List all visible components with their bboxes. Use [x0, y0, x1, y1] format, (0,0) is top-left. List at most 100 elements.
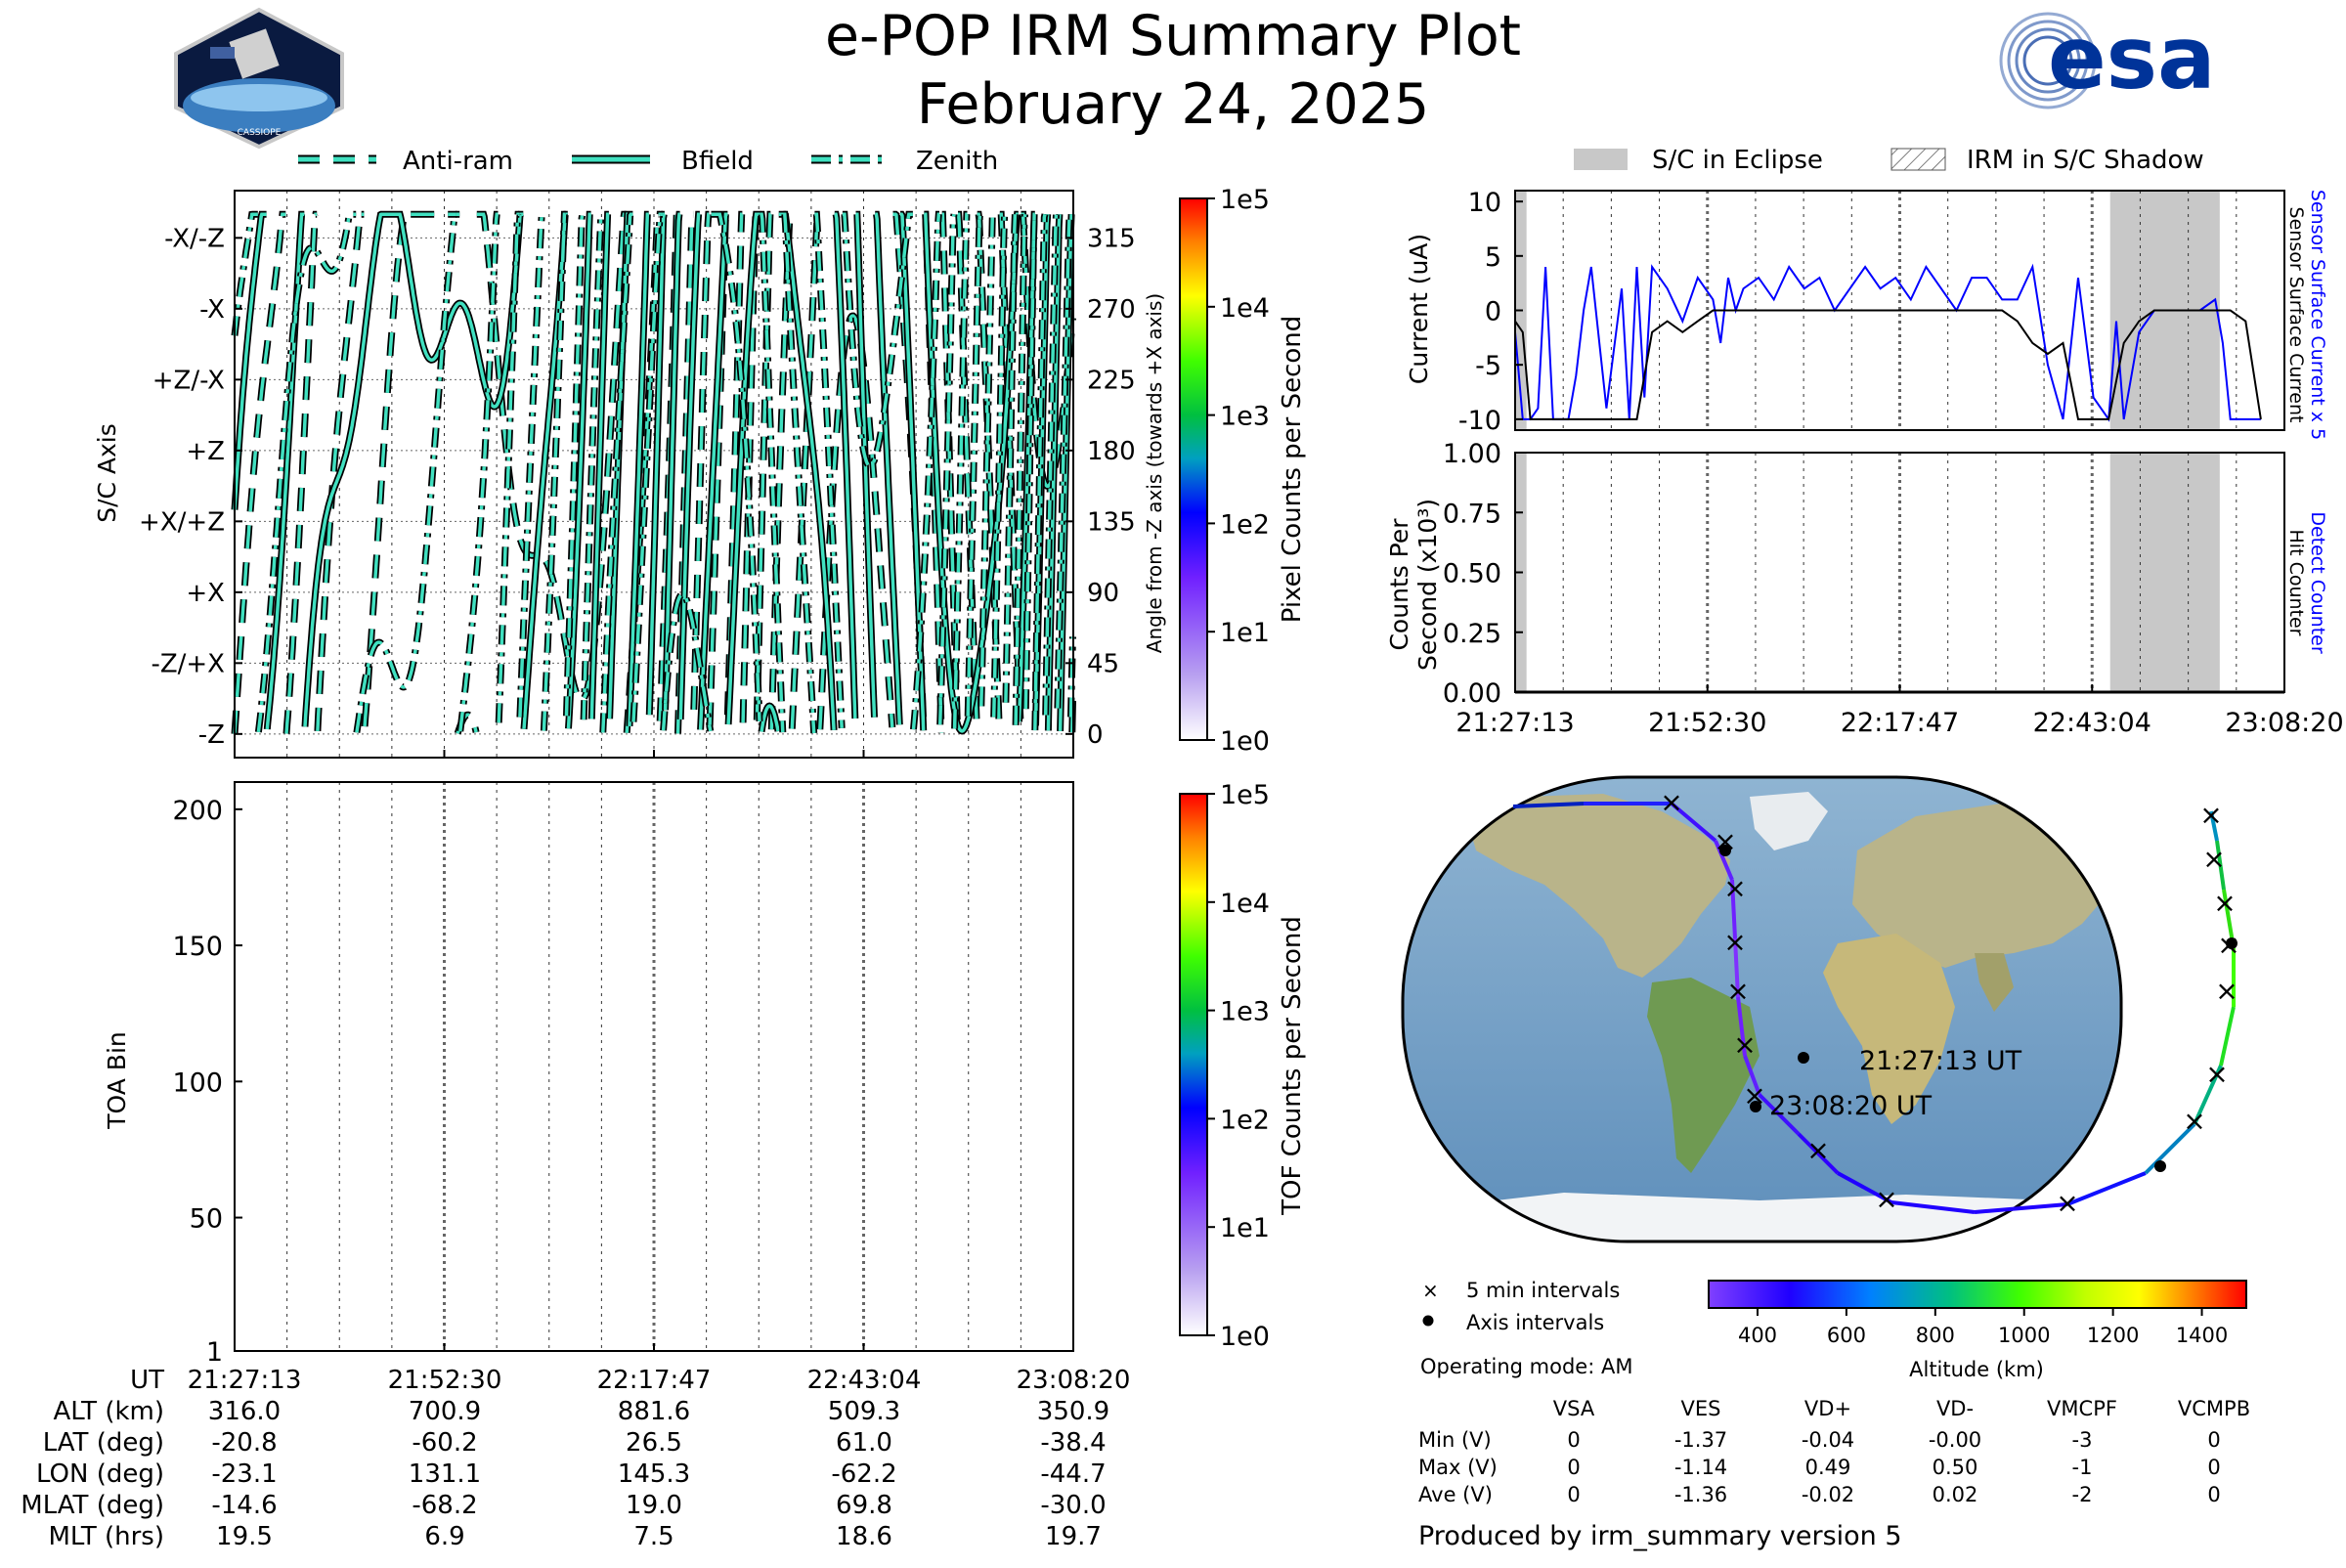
mission-logo-text: CASSIOPE [238, 128, 282, 138]
ephemeris-cell: -20.8 [211, 1428, 277, 1458]
five-min-marker: × [1733, 1028, 1756, 1061]
orbit-track-segment [2066, 1171, 2147, 1206]
voltage-header: VD+ [1804, 1397, 1851, 1420]
colorbar-tick-label: 1e5 [1220, 780, 1270, 810]
five-min-marker: × [2202, 843, 2225, 875]
ephemeris-cell: 700.9 [409, 1397, 481, 1426]
counts-ylabel-line1: Counts Per [1385, 518, 1413, 651]
north-america-land [1466, 794, 1730, 978]
ephemeris-cell: 61.0 [836, 1428, 892, 1458]
counts-x-tick-label: 21:27:13 [1455, 708, 1574, 738]
counts-x-tick-label: 21:52:30 [1648, 708, 1766, 738]
counts-y-tick-label: 1.00 [1443, 439, 1501, 469]
produced-by: Produced by irm_summary version 5 [1418, 1521, 1902, 1551]
toa-plot-area [235, 782, 1073, 1351]
axis-marker-icon [1422, 1315, 1434, 1327]
counts-y-tick-label: 0.75 [1443, 499, 1501, 529]
attitude-right-ylabel: Angle from -Z axis (towards +X axis) [1143, 293, 1166, 653]
map-legend: × 5 min intervals Axis intervals Operati… [1420, 1279, 1632, 1378]
ephemeris-cell: 7.5 [633, 1522, 673, 1551]
voltage-cell: -1.36 [1674, 1483, 1727, 1506]
voltage-cell: 0.50 [1933, 1456, 1978, 1479]
attitude-panel: -X/-Z -X +Z/-X +Z +X/+Z +X -Z/+X -Z 315 270 225 180… [139, 190, 1136, 759]
toa-y-tick-label: 200 [172, 796, 223, 826]
axis-interval-marker [1750, 1101, 1761, 1112]
five-min-marker: × [1726, 975, 1749, 1007]
voltage-cell: 0 [2207, 1428, 2220, 1452]
greenland-land [1750, 792, 1828, 850]
ephemeris-cell: 145.3 [618, 1459, 690, 1489]
ephemeris-cell: 509.3 [828, 1397, 900, 1426]
current-y-tick-label: -10 [1458, 406, 1501, 436]
ephemeris-cell: 350.9 [1037, 1397, 1109, 1426]
legend-5min: 5 min intervals [1466, 1279, 1620, 1302]
orbit-end-label: 23:08:20 UT [1769, 1091, 1933, 1121]
ephemeris-cell: 19.7 [1045, 1522, 1102, 1551]
antarctica-land [1403, 1193, 2121, 1241]
orbit-track-segment [1670, 802, 1717, 843]
ephemeris-cell: 23:08:20 [1017, 1366, 1131, 1395]
tof-colorbar-label: TOF Counts per Second [1278, 916, 1307, 1216]
attitude-axis-label: -X/-Z [164, 224, 225, 253]
esa-swirl-icon [1999, 12, 2097, 109]
africa-land [1823, 934, 1955, 1124]
colorbar-tick-label: 1e1 [1220, 618, 1270, 648]
counts-x-tick-label: 22:43:04 [2033, 708, 2151, 738]
colorbar-tick-label: 1e2 [1220, 509, 1270, 540]
axis-interval-marker [2226, 937, 2237, 949]
altitude-tick-label: 1400 [2176, 1324, 2228, 1347]
colorbar-tick-label: 1e5 [1220, 185, 1270, 215]
current-legend: S/C in Eclipse IRM in S/C Shadow [1574, 146, 2204, 175]
ephemeris-cell: -14.6 [211, 1491, 277, 1520]
current-y-tick-label: 5 [1485, 242, 1501, 273]
pixel-colorbar: 1e5 1e4 1e3 1e2 1e1 1e0 Pixel Counts per Seco… [1179, 185, 1307, 757]
orbit-track-segment [1714, 840, 1734, 881]
attitude-ylabel: S/C Axis [93, 423, 121, 523]
attitude-right-tick-label: 225 [1087, 366, 1136, 395]
colorbar-tick-label: 1e4 [1220, 293, 1270, 324]
voltage-cell: -1 [2072, 1456, 2093, 1479]
orbit-track-segment [2215, 840, 2226, 891]
south-america-land [1647, 978, 1760, 1173]
attitude-axis-label: +X/+Z [139, 507, 225, 537]
attitude-legend: Anti-ram Bfield Zenith [298, 147, 998, 176]
voltage-cell: 0.02 [1933, 1483, 1978, 1506]
voltage-cell: 0 [2207, 1483, 2220, 1506]
attitude-axis-label: -Z/+X [151, 649, 225, 678]
current-ylabel: Current (uA) [1405, 234, 1433, 384]
five-min-marker: × [1806, 1134, 1829, 1166]
counts-y-tick-label: 0.50 [1443, 559, 1501, 589]
orbit-track-segment [2209, 810, 2219, 842]
voltage-cell: 0 [1567, 1483, 1580, 1506]
altitude-tick-label: 1000 [1998, 1324, 2050, 1347]
orbit-track-segment [1730, 879, 1737, 939]
colorbar-tick-label: 1e4 [1220, 889, 1270, 919]
five-min-marker: × [1723, 872, 1746, 904]
attitude-axis-label: +X [186, 579, 225, 608]
ephemeris-cell: 21:27:13 [188, 1366, 302, 1395]
voltage-cell: -3 [2072, 1428, 2093, 1452]
voltage-cell: -0.00 [1929, 1428, 1981, 1452]
figure-date: February 24, 2025 [917, 72, 1430, 137]
colorbar-tick-label: 1e1 [1220, 1213, 1270, 1243]
zenith-trace [233, 212, 1075, 734]
voltage-header: VD- [1936, 1397, 1974, 1420]
eclipse-band [2109, 453, 2220, 692]
five-min-marker: × [2213, 887, 2236, 919]
attitude-axis-label: -X [199, 295, 225, 325]
ephemeris-cell: 22:17:47 [597, 1366, 712, 1395]
orbit-track-segment [1743, 1055, 1761, 1096]
five-min-marker: × [1660, 786, 1682, 818]
current-right-label-black: Sensor Surface Current [2285, 207, 2307, 423]
voltage-row-label: Ave (V) [1418, 1483, 1493, 1506]
counts-x-tick-label: 23:08:20 [2225, 708, 2343, 738]
colorbar-tick-label: 1e3 [1220, 402, 1270, 432]
orbit-map: ××××××××××××××××× 21:27:13 UT 23:08:20 U… [1401, 775, 2240, 1243]
ephemeris-cell: 6.9 [424, 1522, 464, 1551]
attitude-right-tick-label: 45 [1087, 649, 1119, 678]
ephemeris-cell: -60.2 [412, 1428, 477, 1458]
ephemeris-row-label: MLAT (deg) [21, 1491, 164, 1520]
toa-y-tick-label: 100 [172, 1067, 223, 1098]
five-min-marker: × [2183, 1105, 2205, 1137]
ephemeris-cell: -62.2 [831, 1459, 896, 1489]
